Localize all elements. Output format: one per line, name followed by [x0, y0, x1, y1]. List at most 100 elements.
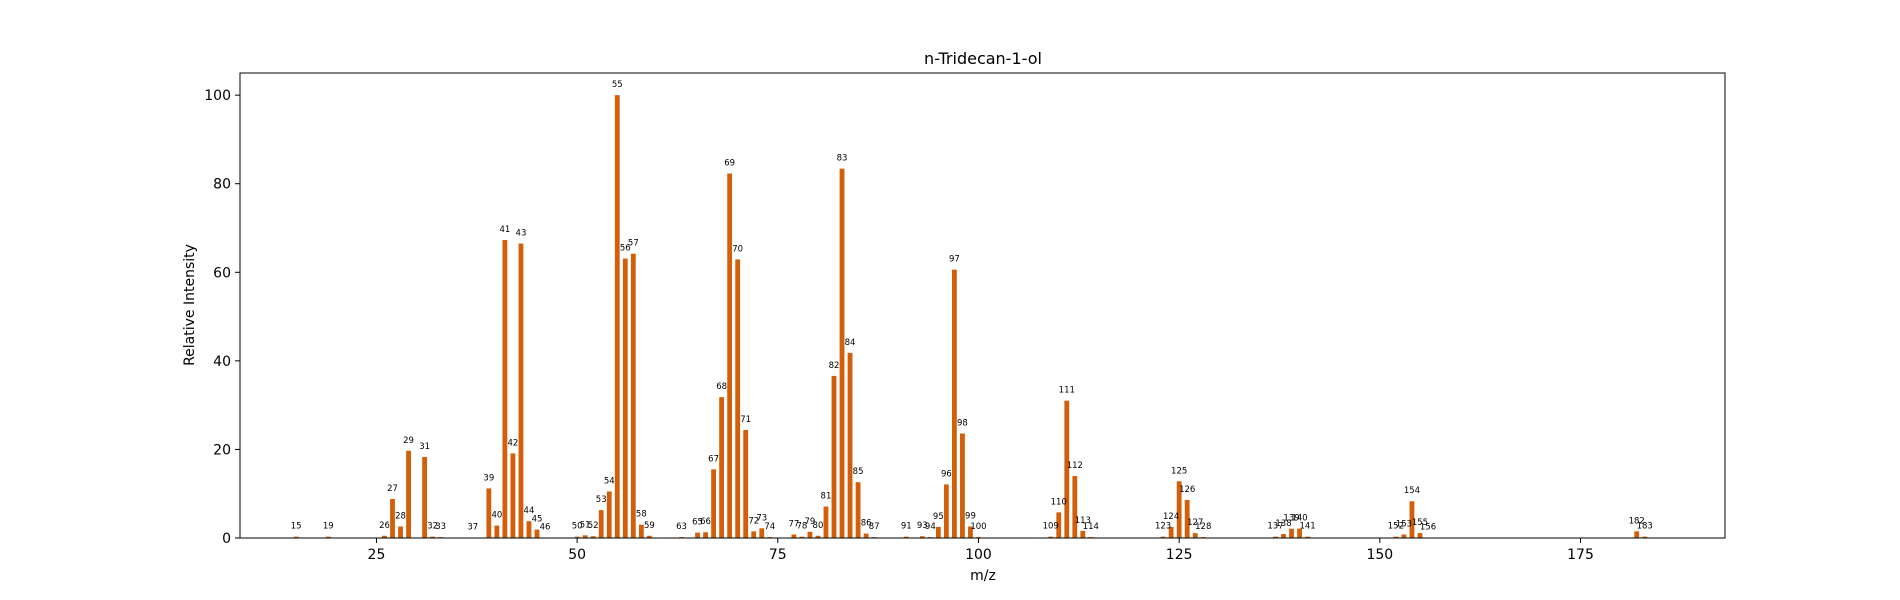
peak-bar-19	[325, 536, 331, 538]
peak-label-87: 87	[869, 522, 880, 532]
peak-label-45: 45	[532, 515, 543, 525]
peak-label-86: 86	[861, 519, 872, 529]
peak-bar-139	[1289, 528, 1294, 538]
peak-label-33: 33	[435, 522, 446, 532]
y-tick-label-40: 40	[213, 354, 231, 370]
peak-label-93: 93	[917, 521, 928, 531]
peak-bar-77	[791, 534, 797, 538]
peak-label-55: 55	[612, 80, 623, 90]
peak-bar-53	[598, 510, 604, 538]
peak-label-83: 83	[837, 154, 848, 164]
peak-label-125: 125	[1171, 466, 1187, 476]
peak-bar-109	[1048, 536, 1054, 538]
peak-bar-80	[815, 535, 821, 538]
peak-label-67: 67	[708, 454, 719, 464]
peak-bar-68	[719, 397, 725, 538]
peak-bar-29	[406, 450, 411, 538]
y-tick-label-100: 100	[204, 88, 231, 104]
peak-label-139: 139	[1283, 514, 1299, 524]
x-tick-label-75: 75	[769, 547, 787, 563]
peak-label-82: 82	[829, 361, 840, 371]
x-tick-label-25: 25	[368, 547, 386, 563]
peak-bar-93	[919, 536, 925, 538]
peak-bar-71	[743, 429, 749, 538]
peak-label-110: 110	[1051, 497, 1067, 507]
peak-label-69: 69	[724, 159, 735, 169]
peak-label-73: 73	[756, 513, 767, 523]
peak-bar-99	[968, 526, 973, 538]
plot-frame	[239, 72, 1726, 539]
peak-label-137: 137	[1267, 522, 1283, 532]
peak-label-63: 63	[676, 522, 687, 532]
peak-bar-141	[1305, 536, 1311, 538]
peak-bar-50	[574, 536, 580, 538]
peak-bar-51	[582, 535, 588, 538]
peak-label-32: 32	[427, 522, 438, 532]
peak-label-79: 79	[805, 517, 816, 527]
peak-bar-183	[1642, 536, 1648, 538]
peak-label-19: 19	[323, 522, 334, 532]
peak-label-29: 29	[403, 436, 414, 446]
peak-bar-72	[751, 531, 757, 538]
y-tick-label-20: 20	[213, 442, 231, 458]
peak-bar-81	[823, 506, 829, 538]
peak-label-71: 71	[740, 415, 751, 425]
peak-label-54: 54	[604, 477, 615, 487]
y-tick-label-0: 0	[222, 531, 231, 547]
chart-title: n-Tridecan-1-ol	[924, 49, 1042, 68]
peak-label-44: 44	[524, 506, 535, 516]
peak-label-97: 97	[949, 255, 960, 265]
peak-bar-32	[430, 536, 436, 538]
peak-label-99: 99	[965, 511, 976, 521]
peak-label-28: 28	[395, 511, 406, 521]
peak-bar-154	[1409, 501, 1415, 538]
peak-label-68: 68	[716, 382, 727, 392]
peak-label-128: 128	[1195, 522, 1211, 532]
peak-bar-27	[390, 499, 395, 538]
peak-bar-84	[847, 352, 853, 538]
peak-label-124: 124	[1163, 512, 1179, 522]
peak-label-80: 80	[813, 521, 824, 531]
peak-bar-155	[1417, 533, 1423, 538]
peak-label-153: 153	[1396, 519, 1412, 529]
peak-bar-73	[759, 528, 765, 538]
peak-bar-110	[1056, 512, 1062, 538]
peak-label-57: 57	[628, 239, 639, 249]
peak-label-43: 43	[516, 229, 527, 239]
peak-label-15: 15	[291, 522, 302, 532]
peak-bar-124	[1168, 526, 1174, 538]
peak-bar-56	[622, 258, 628, 538]
peak-label-65: 65	[692, 518, 703, 528]
peak-label-77: 77	[788, 519, 799, 529]
peak-label-84: 84	[845, 338, 856, 348]
peak-bar-59	[646, 535, 652, 538]
peak-bar-45	[534, 529, 540, 538]
peak-bar-125	[1176, 481, 1182, 538]
peak-bar-85	[855, 482, 861, 538]
peak-bar-79	[807, 531, 813, 538]
peak-bar-126	[1184, 499, 1190, 538]
peak-bar-67	[711, 469, 717, 538]
peak-label-183: 183	[1637, 522, 1653, 532]
peak-bar-137	[1273, 536, 1278, 538]
peak-bar-78	[799, 536, 805, 538]
peak-bar-58	[638, 524, 644, 538]
peak-bar-66	[703, 532, 708, 538]
peak-label-95: 95	[933, 512, 944, 522]
peak-label-182: 182	[1629, 516, 1645, 526]
peak-label-141: 141	[1299, 522, 1315, 532]
peak-bar-86	[863, 533, 869, 538]
x-tick-label-100: 100	[965, 547, 992, 563]
peak-label-58: 58	[636, 510, 647, 520]
peak-label-112: 112	[1067, 461, 1083, 471]
y-axis-label: Relative Intensity	[182, 244, 198, 366]
peak-label-100: 100	[970, 522, 986, 532]
peak-label-81: 81	[821, 492, 832, 502]
peak-bar-31	[422, 456, 428, 538]
peak-label-66: 66	[700, 517, 711, 527]
y-tick-label-80: 80	[213, 177, 231, 193]
peak-label-94: 94	[925, 522, 936, 532]
peak-bar-95	[935, 526, 941, 538]
peak-bar-70	[735, 259, 741, 538]
